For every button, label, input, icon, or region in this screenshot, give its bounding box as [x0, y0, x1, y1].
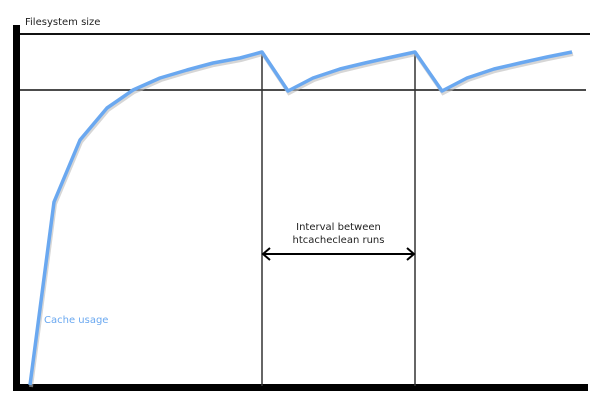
interval-label-line1: Interval between	[296, 222, 381, 233]
interval-label-line2: htcacheclean runs	[292, 235, 385, 246]
cache-usage-curve	[28, 50, 573, 386]
y-axis	[13, 25, 20, 391]
y-axis-label: Filesystem size	[25, 17, 101, 28]
interval-arrow	[261, 247, 416, 261]
x-axis	[13, 384, 588, 391]
cache-usage-label: Cache usage	[44, 315, 109, 326]
cache-usage-shadow	[29, 51, 574, 388]
